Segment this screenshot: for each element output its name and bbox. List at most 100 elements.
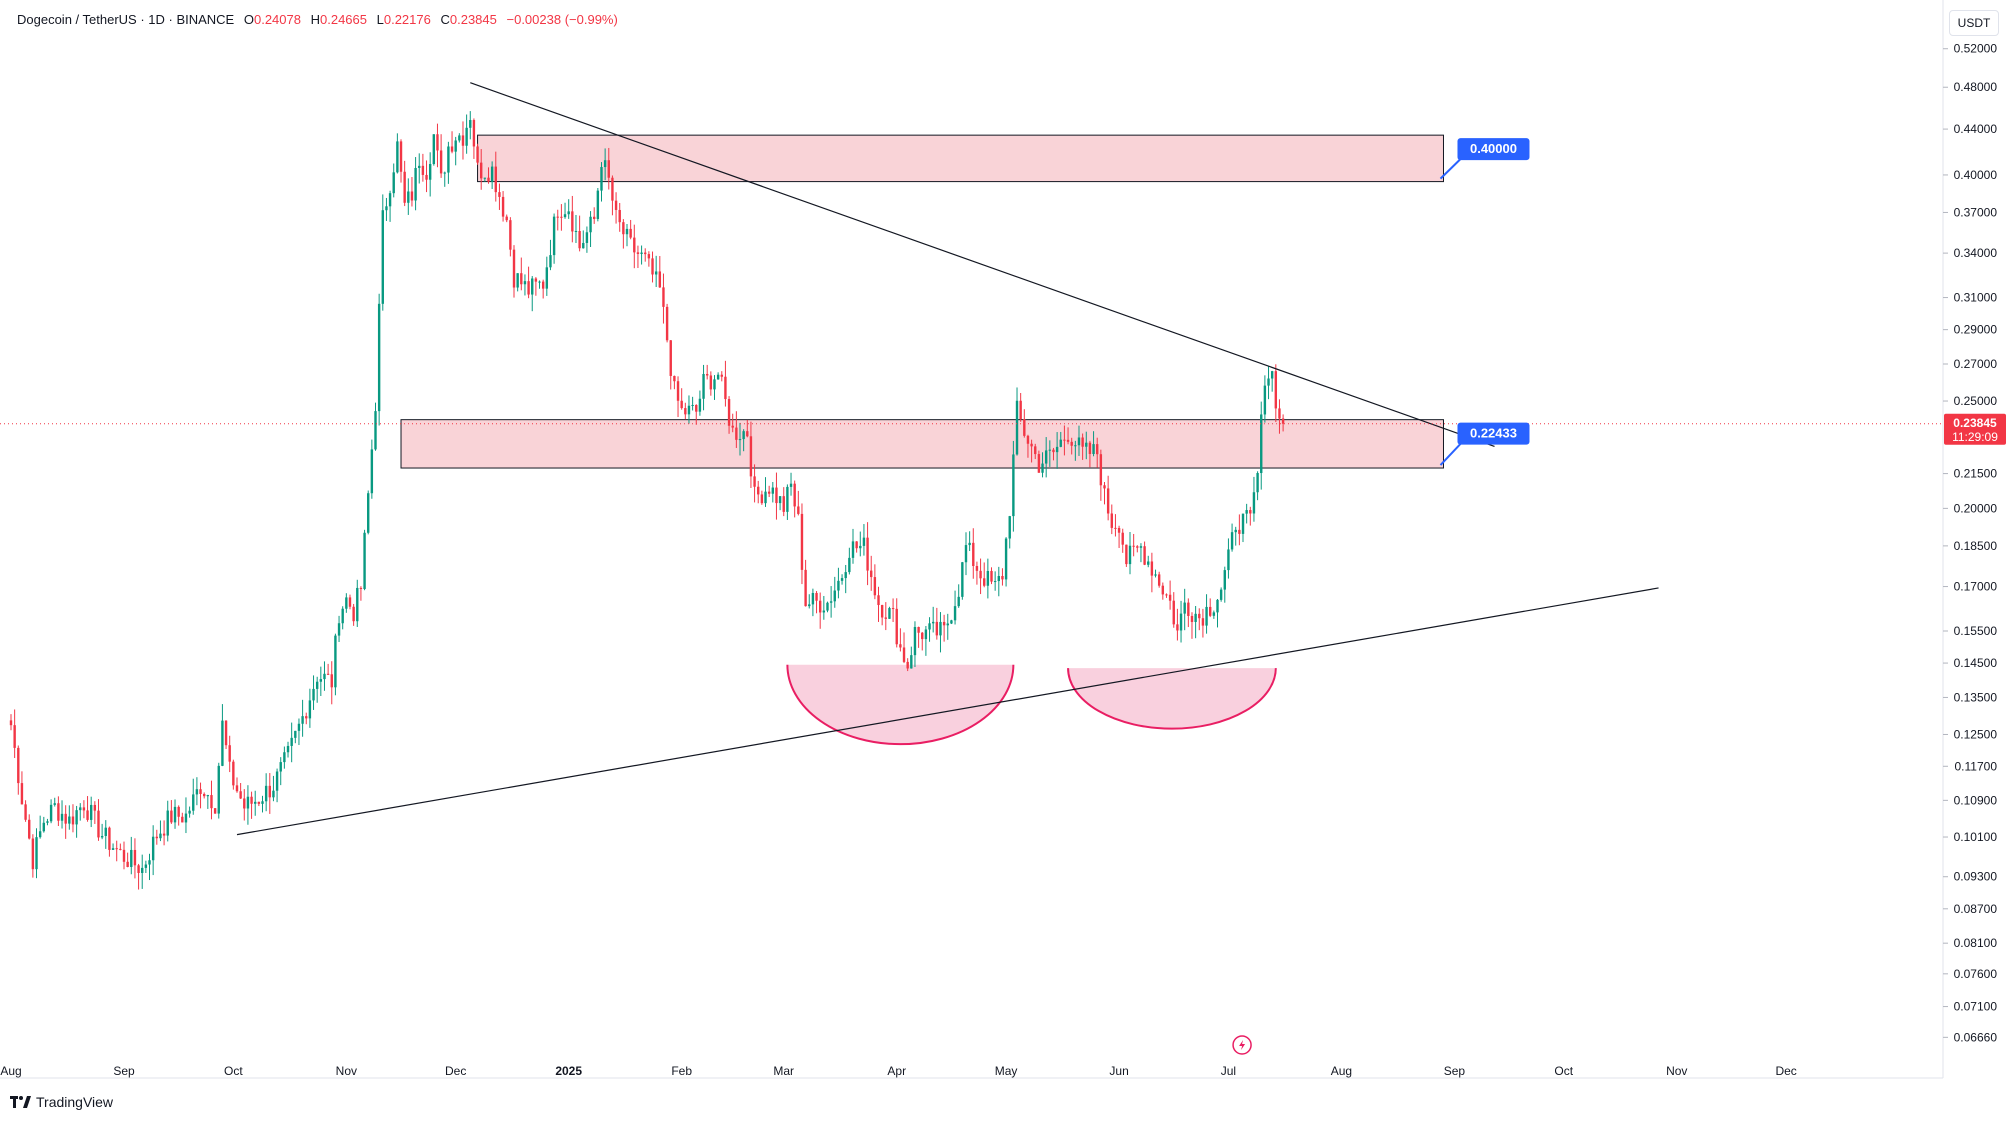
price-tick-label: 0.10100: [1954, 830, 1998, 844]
candle-body: [1099, 454, 1103, 486]
time-tick-label: Sep: [113, 1064, 135, 1078]
candle-body: [126, 861, 129, 867]
candle-body: [392, 172, 395, 194]
candle-body: [829, 601, 833, 603]
candle-body: [377, 303, 381, 412]
candle-body: [891, 608, 895, 610]
candle-body: [1143, 546, 1146, 565]
price-tick-label: 0.14500: [1954, 656, 1998, 670]
candle-body: [1041, 463, 1044, 473]
candle-body: [629, 228, 632, 238]
candle-body: [42, 822, 46, 832]
candle-body: [119, 848, 122, 850]
open-value: 0.24078: [253, 12, 301, 27]
time-tick-label: Feb: [671, 1064, 692, 1078]
candle-body: [997, 576, 1000, 582]
candle-body: [957, 596, 960, 607]
candle-body: [589, 216, 592, 233]
candle-body: [356, 587, 359, 622]
candle-body: [348, 597, 352, 607]
candle-body: [808, 604, 811, 607]
candle-body: [130, 849, 133, 867]
candle-body: [71, 816, 75, 825]
candle-body: [691, 404, 694, 406]
candle-body: [407, 191, 410, 203]
candle-body: [1278, 408, 1281, 419]
candle-body: [264, 785, 268, 802]
candle-body: [797, 506, 800, 514]
candle-body: [636, 252, 640, 254]
candle-body: [1059, 439, 1062, 447]
candle-body: [603, 160, 607, 168]
price-tick-label: 0.52000: [1954, 42, 1998, 56]
candle-body: [837, 580, 840, 591]
candle-body: [578, 230, 581, 249]
candle-body: [961, 562, 964, 597]
price-tick-label: 0.07100: [1954, 1000, 1998, 1014]
candle-body: [206, 795, 210, 797]
candle-body: [1212, 612, 1216, 616]
candle-body: [166, 810, 169, 836]
candle-body: [224, 720, 228, 746]
candle-body: [1066, 439, 1070, 442]
time-tick-label: Mar: [773, 1064, 794, 1078]
candle-body: [210, 795, 213, 809]
candle-body: [859, 545, 862, 549]
candle-body: [188, 810, 191, 814]
candle-body: [913, 626, 917, 656]
mid-resistance-zone: [400, 419, 1444, 469]
candle-body: [1150, 561, 1154, 576]
candle-body: [993, 581, 997, 583]
symbol-title[interactable]: Dogecoin / TetherUS · 1D · BINANCE: [17, 12, 235, 27]
candle-body: [184, 813, 188, 823]
candle-body: [432, 134, 436, 165]
candle-body: [742, 431, 745, 440]
candle-body: [308, 700, 312, 719]
candle-body: [1209, 606, 1212, 616]
candle-body: [757, 486, 760, 495]
zone-badge: [1457, 422, 1530, 445]
candle-body: [1117, 527, 1121, 533]
candle-body: [9, 720, 13, 726]
price-tick-label: 0.11700: [1955, 759, 1998, 773]
candle-body: [1026, 435, 1030, 444]
candle-body: [1270, 371, 1274, 379]
candle-body: [698, 398, 702, 412]
candle-body: [89, 804, 93, 820]
candle-body: [811, 592, 815, 605]
candle-body: [1081, 437, 1084, 447]
candle-body: [968, 542, 971, 546]
currency-button[interactable]: USDT: [1949, 10, 1999, 36]
candle-body: [950, 620, 953, 624]
high-value: 0.24665: [320, 12, 367, 27]
candle-body: [516, 273, 519, 288]
candle-body: [447, 146, 450, 173]
candle-body: [1157, 574, 1161, 586]
candle-body: [483, 177, 487, 179]
candle-body: [786, 486, 789, 512]
candle-body: [990, 570, 993, 582]
candle-body: [1179, 613, 1183, 631]
candle-body: [840, 578, 844, 581]
candle-body: [676, 381, 680, 401]
tradingview-logo[interactable]: TradingView: [10, 1094, 113, 1110]
candle-body: [345, 597, 348, 609]
candle-body: [705, 373, 709, 376]
candle-body: [935, 621, 939, 636]
candle-body: [1263, 385, 1267, 415]
candle-body: [1052, 449, 1055, 453]
candle-body: [243, 798, 246, 809]
candle-body: [1252, 492, 1256, 514]
candle-body: [1183, 602, 1186, 614]
candle-body: [159, 833, 162, 839]
chart-legend: Dogecoin / TetherUS · 1D · BINANCE O0.24…: [17, 12, 618, 27]
candle-body: [410, 191, 414, 201]
candle-body: [465, 127, 468, 146]
candle-body: [388, 193, 392, 207]
candle-body: [560, 216, 563, 218]
candle-body: [177, 806, 180, 817]
candle-body: [290, 737, 293, 746]
price-tick-label: 0.27000: [1954, 357, 1998, 371]
candle-body: [614, 200, 618, 210]
